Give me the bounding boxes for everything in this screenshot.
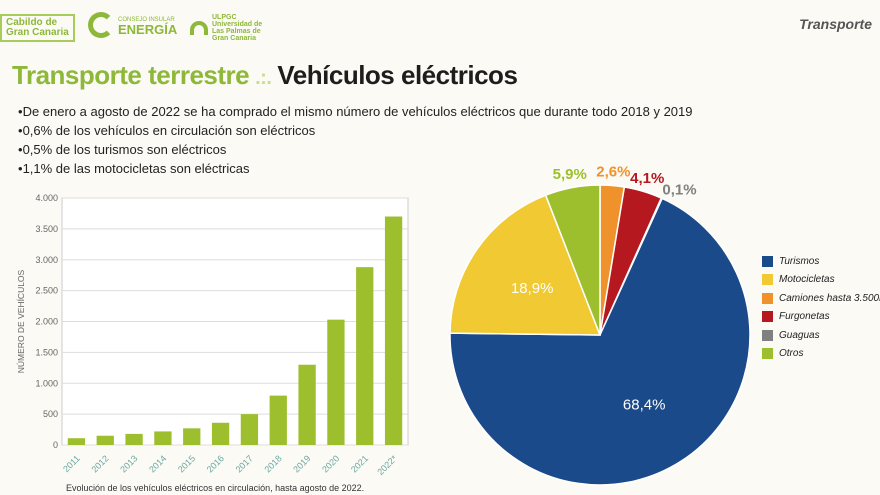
- pie-label: 68,4%: [623, 397, 666, 414]
- cabildo-logo: Cabildo de Gran Canaria: [0, 14, 75, 42]
- bar: [269, 395, 287, 445]
- legend-label: Otros: [779, 348, 804, 360]
- pie-label: 18,9%: [511, 280, 554, 297]
- x-tick-label: 2019: [291, 453, 312, 474]
- x-tick-label: 2020: [320, 453, 341, 474]
- legend-label: Turismos: [779, 255, 820, 267]
- bar-chart: 0 500 1.000 1.500 2.000 2.500 3.000 3.500 4.000 N…: [16, 193, 409, 477]
- section-label: Transporte: [799, 16, 872, 32]
- legend-item: Motocicletas: [762, 271, 880, 290]
- legend-label: Motocicletas: [779, 274, 835, 286]
- bar: [298, 364, 316, 445]
- page-title: Transporte terrestre.:. Vehículos eléctri…: [12, 60, 518, 90]
- x-tick-label: 2014: [147, 453, 168, 474]
- y-tick-label: 4.000: [35, 193, 58, 203]
- legend-label: Furgonetas: [779, 311, 830, 323]
- bullet: 0,6% de los vehículos en circulación son…: [18, 121, 693, 140]
- x-tick-label: 2015: [176, 453, 197, 474]
- legend-label: Guaguas: [779, 329, 820, 341]
- bar: [327, 319, 345, 445]
- x-tick-label: 2022*: [375, 453, 399, 477]
- legend-item: Guaguas: [762, 326, 880, 345]
- bar: [183, 428, 201, 445]
- y-tick-label: 0: [53, 440, 58, 450]
- y-tick-label: 2.500: [35, 286, 58, 296]
- pie-label: 2,6%: [596, 164, 630, 181]
- legend-label: Camiones hasta 3.500kg: [779, 292, 880, 304]
- y-tick-label: 2.000: [35, 317, 58, 327]
- bullet-list: De enero a agosto de 2022 se ha comprado…: [18, 102, 693, 178]
- y-tick-label: 3.000: [35, 255, 58, 265]
- x-tick-label: 2016: [205, 453, 226, 474]
- legend-item: Furgonetas: [762, 308, 880, 327]
- legend-item: Camiones hasta 3.500kg: [762, 289, 880, 308]
- bar: [96, 435, 114, 445]
- pie-slice: [544, 184, 601, 336]
- bar: [154, 431, 172, 445]
- pie-slice: [449, 197, 751, 486]
- energia-logo: CONSEJO INSULAR ENERGÍA: [88, 12, 177, 38]
- legend-swatch: [762, 329, 773, 341]
- y-tick-label: 500: [43, 409, 58, 419]
- x-tick-label: 2017: [234, 453, 255, 474]
- bar: [67, 438, 86, 445]
- x-tick-label: 2011: [61, 453, 82, 474]
- bar: [240, 414, 259, 445]
- legend-item: Turismos: [762, 252, 880, 271]
- pie-label: 4,1%: [630, 170, 664, 187]
- pie-legend: Turismos Motocicletas Camiones hasta 3.500…: [762, 252, 880, 363]
- bullet: 1,1% de las motocicletas son eléctricas: [18, 159, 693, 178]
- legend-swatch: [762, 292, 773, 304]
- legend-swatch: [762, 311, 773, 323]
- legend-swatch: [762, 348, 773, 360]
- legend-swatch: [762, 255, 773, 267]
- bar: [384, 216, 403, 445]
- y-tick-label: 1.500: [35, 347, 58, 357]
- y-axis-label: NÚMERO DE VEHÍCULOS: [16, 269, 26, 373]
- bar: [125, 433, 143, 445]
- pie-slice: [449, 194, 602, 336]
- legend-item: Otros: [762, 345, 880, 364]
- bar: [356, 267, 374, 445]
- x-tick-label: 2018: [262, 453, 283, 474]
- x-tick-label: 2012: [89, 453, 110, 474]
- x-tick-label: 2013: [118, 453, 139, 474]
- chart-caption: Evolución de los vehículos eléctricos en…: [66, 483, 365, 493]
- ulpgc-logo: ULPGC Universidad de Las Palmas de Gran Can…: [190, 14, 262, 42]
- pie-chart: 2,6% 4,1%0,1% 68,4% 18,9% 5,9%: [449, 164, 751, 486]
- x-tick-label: 2021: [349, 453, 370, 474]
- y-tick-label: 1.000: [35, 378, 58, 388]
- bullet: 0,5% de los turismos son eléctricos: [18, 140, 693, 159]
- y-tick-label: 3.500: [35, 224, 58, 234]
- pie-label: 5,9%: [553, 166, 587, 183]
- legend-swatch: [762, 274, 773, 286]
- bullet: De enero a agosto de 2022 se ha comprado…: [18, 102, 693, 121]
- bar: [211, 422, 230, 445]
- pie-label: 0,1%: [662, 182, 696, 199]
